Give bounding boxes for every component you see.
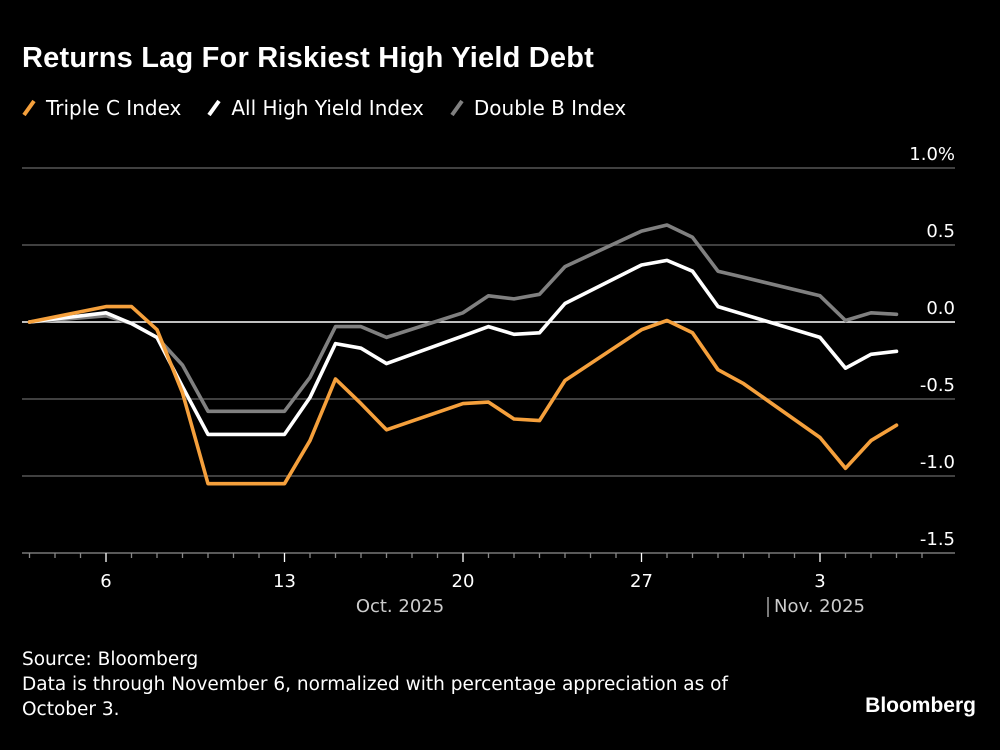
legend-label: Triple C Index: [46, 96, 182, 120]
chart-title: Returns Lag For Riskiest High Yield Debt: [22, 42, 594, 74]
bloomberg-logo: Bloomberg: [865, 694, 976, 717]
footer: Source: Bloomberg Data is through Novemb…: [22, 647, 802, 722]
legend-item-all-high-yield: All High Yield Index: [207, 96, 424, 120]
month-label: Nov. 2025: [774, 596, 865, 617]
legend-swatch-icon: [207, 99, 221, 117]
x-tick-label: 3: [814, 571, 825, 592]
y-tick-label: -1.5: [920, 529, 955, 550]
y-tick-label: -0.5: [920, 375, 955, 396]
x-axis: 6 13 20 27 3 Oct. 2025 Nov. 2025: [22, 552, 955, 617]
series-line-double-b-index: [27, 223, 899, 414]
line-chart: 1.0% 0.5 0.0 -0.5 -1.0 -1.5 6 13 20 27 3 Oct. 2025…: [22, 144, 955, 617]
month-label: Oct. 2025: [356, 596, 444, 617]
x-tick-label: 6: [100, 571, 111, 592]
series-line-triple-c-index: [27, 304, 899, 486]
legend-item-triple-c: Triple C Index: [22, 96, 181, 120]
series-lines: [27, 223, 899, 486]
x-tick-label: 13: [273, 571, 296, 592]
gridlines: [22, 167, 955, 477]
y-tick-label: -1.0: [920, 452, 955, 473]
legend-label: All High Yield Index: [231, 96, 424, 120]
legend: Triple C Index All High Yield Index Doub…: [22, 96, 626, 120]
legend-label: Double B Index: [473, 96, 627, 120]
y-axis-labels: 1.0% 0.5 0.0 -0.5 -1.0 -1.5: [909, 144, 955, 550]
y-tick-label: 1.0%: [909, 144, 955, 165]
legend-swatch-icon: [22, 99, 36, 117]
y-tick-label: 0.5: [926, 221, 955, 242]
data-note: Data is through November 6, normalized w…: [22, 674, 728, 720]
legend-swatch-icon: [450, 99, 464, 117]
legend-item-double-b: Double B Index: [450, 96, 626, 120]
y-tick-label: 0.0: [926, 298, 955, 319]
source-note: Source: Bloomberg: [22, 649, 199, 670]
x-tick-label: 27: [630, 571, 653, 592]
series-line-all-high-yield-index: [27, 258, 899, 437]
x-tick-label: 20: [452, 571, 475, 592]
